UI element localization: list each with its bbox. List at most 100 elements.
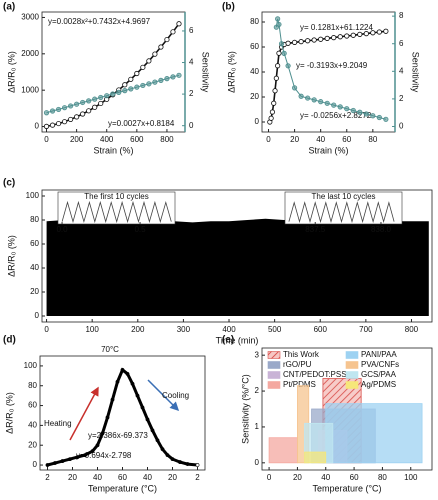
data-point xyxy=(298,39,304,45)
y-axis-title: ΔR/R₀ (%) xyxy=(4,392,14,434)
x-tick-label: 200 xyxy=(131,325,145,334)
data-point xyxy=(115,379,120,384)
y2-tick-label: 6 xyxy=(189,26,194,35)
x-tick-label: 20 xyxy=(68,473,77,482)
data-point xyxy=(68,103,74,109)
panel-label: (a) xyxy=(3,2,15,13)
legend-swatch xyxy=(345,351,359,359)
annotation: y= -0.3193x+9.2049 xyxy=(296,61,368,70)
x-tick-label: 800 xyxy=(405,325,419,334)
heating-arrow xyxy=(69,386,99,441)
y-tick-label: 80 xyxy=(28,381,37,390)
x-tick-label: 60 xyxy=(118,473,127,482)
x-tick-label: 400 xyxy=(100,135,114,144)
data-point xyxy=(83,453,87,458)
plot-frame xyxy=(261,347,433,471)
legend-label: Pt/PDMS xyxy=(283,380,316,389)
data-point xyxy=(291,39,298,45)
data-point xyxy=(68,116,74,123)
y-tick-label: 0 xyxy=(255,117,260,126)
data-point xyxy=(49,122,56,128)
data-point xyxy=(370,30,376,36)
y-tick-label: 80 xyxy=(30,215,39,224)
inset-title: The last 10 cycles xyxy=(311,192,375,201)
data-point xyxy=(195,463,200,467)
x-tick-label: 40 xyxy=(321,473,330,482)
y-tick-label: 40 xyxy=(30,263,39,272)
data-point xyxy=(278,41,285,47)
range-bar xyxy=(325,403,423,464)
annotation: y=0.0028x²+0.7432x+4.9697 xyxy=(48,17,151,26)
data-point xyxy=(271,100,277,106)
data-point xyxy=(331,102,337,108)
x-tick-label: 100 xyxy=(85,325,99,334)
data-point xyxy=(324,35,330,41)
data-point xyxy=(49,108,56,114)
y2-tick-label: 4 xyxy=(189,58,194,67)
data-point xyxy=(344,106,350,112)
data-point xyxy=(350,107,356,114)
panel-label: (d) xyxy=(3,335,16,346)
y2-axis-title: Sensitivity xyxy=(201,52,211,93)
data-point xyxy=(104,93,110,99)
annotation: y= 0.1281x+61.1224 xyxy=(300,23,374,32)
x-tick-label: 80 xyxy=(378,473,387,482)
legend-swatch xyxy=(267,351,281,359)
data-point xyxy=(92,96,98,102)
data-point xyxy=(122,82,128,88)
data-point xyxy=(170,29,176,35)
annotation: Cooling xyxy=(162,391,189,400)
data-point xyxy=(95,443,100,448)
legend-label: rGO/PU xyxy=(283,360,312,369)
inset-line xyxy=(61,200,172,224)
x-tick-label: 400 xyxy=(222,325,236,334)
y-tick-label: 60 xyxy=(30,239,39,248)
data-point xyxy=(376,114,382,121)
data-point xyxy=(152,51,158,57)
data-point xyxy=(80,111,86,117)
data-point xyxy=(152,79,158,85)
legend-swatch xyxy=(345,371,359,379)
data-point xyxy=(155,438,160,443)
data-point xyxy=(125,371,130,376)
data-point xyxy=(90,449,95,454)
data-point xyxy=(134,84,140,90)
plot-frame xyxy=(41,11,186,133)
y-tick-label: 1 xyxy=(255,422,260,431)
series-line xyxy=(46,23,180,128)
annotation: y=2.386x-69.373 xyxy=(88,431,148,440)
data-point xyxy=(68,457,72,461)
y-tick-label: 40 xyxy=(28,421,37,430)
panel-label: (c) xyxy=(3,178,15,189)
data-point xyxy=(160,447,165,452)
data-point xyxy=(61,105,68,111)
x-tick-label: 600 xyxy=(314,325,328,334)
x-tick-label: 60 xyxy=(342,135,351,144)
data-point xyxy=(110,91,116,97)
data-point xyxy=(350,32,356,38)
data-point xyxy=(357,109,363,115)
data-point xyxy=(276,21,282,28)
y-tick-label: 2 xyxy=(255,386,260,395)
data-point xyxy=(370,113,376,119)
x-tick-label: 20 xyxy=(293,473,302,482)
inset-tick-label: 837.5 xyxy=(305,225,326,234)
data-point xyxy=(100,431,105,436)
data-point xyxy=(363,111,369,117)
x-tick-label: 200 xyxy=(70,135,84,144)
x-tick-label: 0 xyxy=(44,135,49,144)
data-point xyxy=(128,76,134,82)
data-point xyxy=(363,31,369,37)
data-point xyxy=(146,81,152,87)
data-point xyxy=(164,36,170,43)
data-point xyxy=(275,63,281,69)
data-point xyxy=(164,76,170,82)
data-point xyxy=(86,98,92,104)
data-point xyxy=(158,44,164,50)
x-tick-label: 80 xyxy=(368,135,377,144)
data-point xyxy=(276,50,282,56)
data-point xyxy=(75,455,80,460)
y-tick-label: 3 xyxy=(255,350,260,359)
x-tick-label: 60 xyxy=(350,473,359,482)
x-axis-title: Temperature (°C) xyxy=(88,483,157,493)
